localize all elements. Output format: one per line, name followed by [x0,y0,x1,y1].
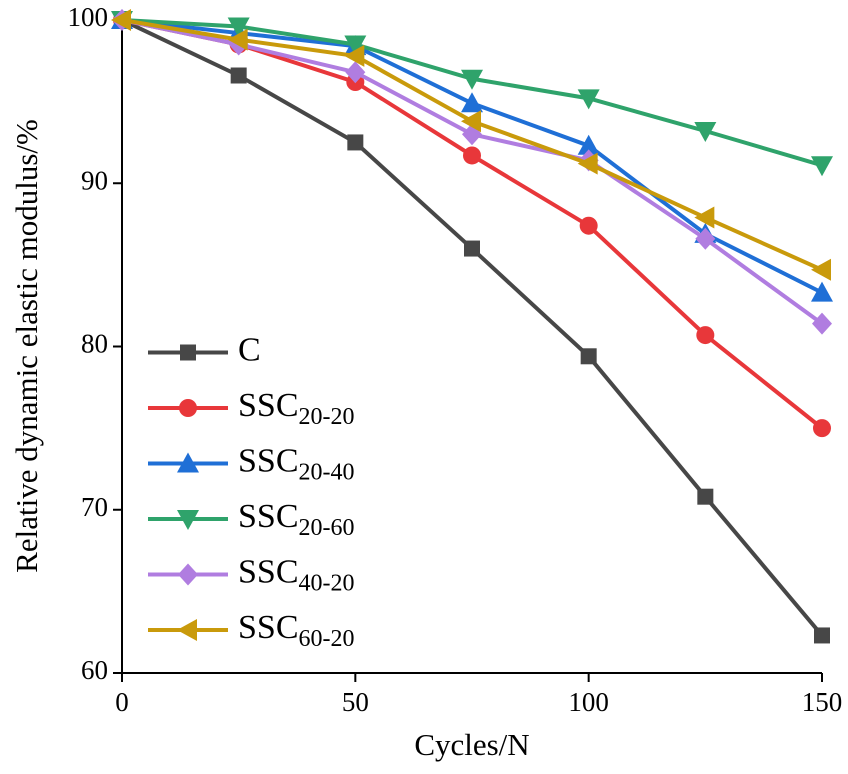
point [577,152,598,175]
y-tick-label: 60 [81,655,108,685]
point [697,488,714,505]
point [577,134,600,155]
x-tick-label: 150 [802,687,843,717]
point [463,146,481,165]
point [580,348,597,365]
y-tick-label: 70 [81,492,108,522]
point [347,134,364,151]
point [461,110,481,133]
series-line [121,18,824,326]
point [811,156,833,177]
point [695,227,716,250]
point [811,281,833,302]
point [694,122,717,143]
point [464,240,480,257]
point [811,258,831,281]
point [696,326,715,345]
x-tick-label: 0 [115,687,129,717]
legend-marker [177,619,197,641]
legend-label: SSC20-40 [238,442,355,485]
x-axis-title: Cycles/N [414,727,529,762]
y-tick-label: 100 [68,2,109,32]
legend-label: SSC40-20 [238,553,355,596]
point [344,44,365,67]
point [461,92,483,113]
point [230,67,247,84]
y-tick-label: 90 [81,165,108,195]
legend-marker [180,344,196,361]
point [813,419,831,438]
point [814,627,830,644]
legend-marker [178,563,198,586]
x-tick-label: 50 [342,687,369,717]
x-tick-label: 100 [568,687,609,717]
point [461,69,483,90]
legend-label: SSC20-20 [238,387,355,430]
series-line [121,18,824,637]
point [227,28,248,51]
y-tick-label: 80 [81,329,108,359]
legend-marker [177,510,199,530]
y-axis-title: Relative dynamic elastic modulus/% [9,119,44,573]
point [345,61,366,84]
legend-label: SSC20-60 [238,498,355,541]
point [344,35,367,56]
point [577,89,600,110]
point [462,123,482,146]
legend-label: C [238,331,261,368]
legend-marker [179,399,197,417]
point [694,206,715,229]
legend-marker [177,452,199,473]
point [812,312,832,335]
point [227,17,250,38]
point [579,216,598,235]
point [111,9,131,31]
legend-label: SSC60-20 [238,609,355,652]
